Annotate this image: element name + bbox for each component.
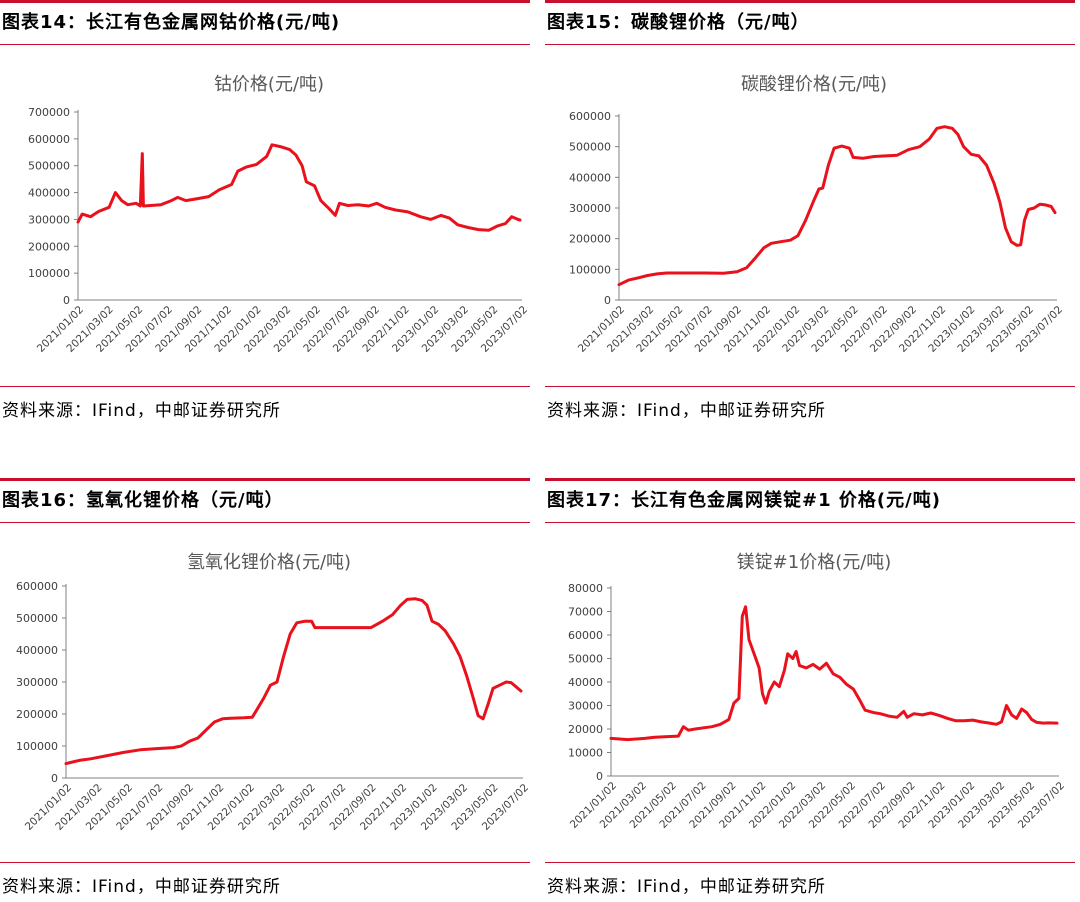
source-note: 资料来源：IFind，中邮证券研究所	[2, 401, 281, 421]
header-divider	[0, 522, 530, 523]
lithium-hydroxide-price-chart: 氢氧化锂价格(元/吨) 0 100000 200000 300000 400000 5000…	[16, 552, 530, 833]
chart-title: 镁锭#1价格(元/吨)	[737, 552, 892, 573]
panel-lithium-carbonate: 图表15：碳酸锂价格（元/吨） 碳酸锂价格(元/吨) 0 100000 200000 3…	[545, 0, 1075, 430]
header-rule	[0, 0, 530, 3]
y-tick-label: 200000	[28, 240, 70, 253]
y-tick-label: 600000	[28, 133, 70, 146]
header-divider	[0, 44, 530, 45]
y-tick-label: 0	[51, 772, 58, 785]
source-note: 资料来源：IFind，中邮证券研究所	[2, 877, 281, 897]
source-divider	[545, 386, 1075, 387]
chart-lithium-carbonate: 碳酸锂价格(元/吨) 0 100000 200000 300000 400000 50000…	[545, 54, 1075, 384]
cobalt-price-chart: 钴价格(元/吨) 0 100000 200000 300000 400000 500000 6…	[28, 74, 530, 355]
panel-header: 图表16：氢氧化锂价格（元/吨）	[2, 490, 284, 511]
header-rule	[545, 478, 1075, 481]
y-tick-label: 500000	[28, 160, 70, 173]
header-divider	[545, 44, 1075, 45]
price-series-line	[76, 143, 522, 232]
chart-cobalt: 钴价格(元/吨) 0 100000 200000 300000 400000 500000 6…	[0, 54, 530, 384]
source-divider	[0, 862, 530, 863]
y-tick-label: 300000	[28, 213, 70, 226]
chart-title: 氢氧化锂价格(元/吨)	[187, 552, 351, 573]
y-tick-label: 100000	[569, 263, 611, 276]
panel-cobalt: 图表14：长江有色金属网钴价格(元/吨) 钴价格(元/吨) 0 100000 2000…	[0, 0, 530, 430]
chart-magnesium: 镁锭#1价格(元/吨) 0 10000 20000 30000 40000 50000 600…	[545, 532, 1075, 862]
y-tick-label: 400000	[16, 644, 58, 657]
y-tick-label: 20000	[568, 723, 603, 736]
y-tick-label: 0	[63, 294, 70, 307]
y-tick-label: 600000	[16, 580, 58, 593]
y-tick-label: 300000	[16, 676, 58, 689]
price-series-line	[609, 605, 1059, 742]
lithium-carbonate-price-chart: 碳酸锂价格(元/吨) 0 100000 200000 300000 400000 50000…	[569, 74, 1065, 355]
y-tick-label: 70000	[568, 606, 603, 619]
source-note: 资料来源：IFind，中邮证券研究所	[547, 877, 826, 897]
panel-header: 图表15：碳酸锂价格（元/吨）	[547, 12, 810, 33]
y-tick-label: 400000	[569, 171, 611, 184]
y-tick-label: 10000	[568, 747, 603, 760]
source-divider	[0, 386, 530, 387]
y-tick-label: 100000	[16, 740, 58, 753]
y-tick-label: 500000	[16, 612, 58, 625]
y-tick-label: 60000	[568, 629, 603, 642]
header-rule	[545, 0, 1075, 3]
y-tick-label: 100000	[28, 267, 70, 280]
y-tick-label: 0	[596, 770, 603, 783]
panel-magnesium: 图表17：长江有色金属网镁锭#1 价格(元/吨) 镁锭#1价格(元/吨) 0 100…	[545, 478, 1075, 902]
y-tick-label: 700000	[28, 106, 70, 119]
panel-lithium-hydroxide: 图表16：氢氧化锂价格（元/吨） 氢氧化锂价格(元/吨) 0 100000 20000…	[0, 478, 530, 902]
chart-title: 碳酸锂价格(元/吨)	[741, 74, 887, 95]
magnesium-price-chart: 镁锭#1价格(元/吨) 0 10000 20000 30000 40000 50000 600…	[568, 552, 1067, 831]
y-tick-label: 30000	[568, 700, 603, 713]
chart-title: 钴价格(元/吨)	[214, 74, 324, 95]
panel-header: 图表17：长江有色金属网镁锭#1 价格(元/吨)	[547, 490, 941, 511]
y-tick-label: 40000	[568, 676, 603, 689]
y-tick-label: 400000	[28, 187, 70, 200]
price-series-line	[617, 125, 1057, 287]
y-tick-label: 50000	[568, 653, 603, 666]
source-note: 资料来源：IFind，中邮证券研究所	[547, 401, 826, 421]
y-tick-label: 600000	[569, 110, 611, 123]
y-tick-label: 200000	[569, 233, 611, 246]
price-series-line	[64, 597, 523, 766]
header-divider	[545, 522, 1075, 523]
y-tick-label: 300000	[569, 202, 611, 215]
y-tick-label: 0	[604, 294, 611, 307]
y-tick-label: 200000	[16, 708, 58, 721]
y-tick-label: 80000	[568, 582, 603, 595]
source-divider	[545, 862, 1075, 863]
header-rule	[0, 478, 530, 481]
panel-header: 图表14：长江有色金属网钴价格(元/吨)	[2, 12, 341, 33]
chart-lithium-hydroxide: 氢氧化锂价格(元/吨) 0 100000 200000 300000 400000 5000…	[0, 532, 530, 862]
y-tick-label: 500000	[569, 141, 611, 154]
